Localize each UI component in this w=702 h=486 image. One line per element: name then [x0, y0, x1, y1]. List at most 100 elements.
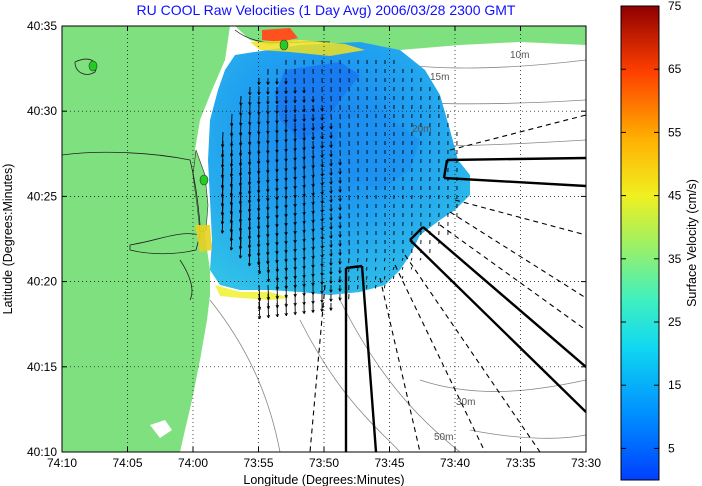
velocity-arrow-head [257, 315, 262, 320]
velocity-arrow-head [320, 200, 324, 204]
velocity-arrow-head [284, 100, 288, 104]
colorbar-tick-label: 5 [668, 441, 675, 455]
velocity-arrow-head [320, 117, 324, 121]
velocity-arrow-head [311, 309, 315, 313]
velocity-arrow-head [338, 279, 342, 283]
velocity-arrow-head [320, 245, 324, 249]
velocity-arrow-head [329, 181, 333, 185]
velocity-arrow-head [293, 100, 297, 104]
colorbar-ticks: 75 65 55 45 35 25 15 5 [621, 0, 682, 455]
velocity-arrow-head [311, 165, 315, 169]
x-tick-label: 73:55 [243, 456, 273, 470]
colorbar-tick-label: 35 [668, 252, 682, 266]
x-tick-label: 73:45 [374, 456, 404, 470]
velocity-arrow-head [338, 171, 342, 175]
velocity-arrow-head [284, 81, 288, 85]
velocity-arrow-head [257, 270, 262, 275]
velocity-arrow-head [338, 288, 342, 292]
velocity-hotspot-harbor [262, 28, 298, 42]
y-tick-label: 40:35 [27, 19, 57, 33]
velocity-arrow-head [311, 136, 315, 141]
velocity-arrow [258, 293, 261, 310]
velocity-arrow-head [293, 109, 297, 113]
x-tick-label: 73:30 [571, 456, 601, 470]
velocity-arrow-head [338, 189, 342, 193]
velocity-arrow-head [338, 216, 342, 220]
x-tick-label: 74:05 [112, 456, 142, 470]
velocity-field-core-2 [335, 110, 420, 190]
velocity-arrow [230, 230, 233, 251]
velocity-arrow [374, 257, 377, 262]
colorbar-tick-label: 75 [668, 0, 682, 13]
velocity-arrow-head [275, 120, 279, 124]
station-marker-3 [279, 39, 289, 51]
velocity-arrow-head [338, 162, 342, 166]
velocity-arrow-head [329, 144, 333, 148]
velocity-arrow-head [320, 136, 324, 140]
velocity-arrow-head [329, 298, 333, 302]
velocity-arrow-head [320, 263, 324, 267]
velocity-arrow-head [329, 262, 333, 266]
velocity-arrow-head [266, 111, 270, 115]
velocity-arrow [392, 257, 395, 262]
velocity-arrow [401, 266, 404, 270]
velocity-arrow-head [293, 311, 297, 315]
velocity-field [208, 42, 470, 295]
velocity-arrow [366, 266, 368, 271]
velocity-arrow [410, 257, 413, 261]
velocity-arrow-head [329, 126, 333, 130]
x-tick-label: 73:40 [440, 456, 470, 470]
velocity-arrow-head [329, 199, 333, 203]
velocity-arrow [240, 104, 242, 116]
velocity-arrow-head [311, 99, 315, 103]
velocity-arrow-head [320, 290, 324, 294]
y-tick-label: 40:15 [27, 360, 57, 374]
contour-labels: 10m 15m 20m 30m 50m [412, 50, 529, 443]
velocity-arrow [374, 284, 377, 289]
velocity-arrow-head [266, 81, 270, 85]
velocity-arrow [258, 257, 261, 274]
velocity-arrow-head [284, 129, 288, 133]
x-tick-label: 73:35 [505, 456, 535, 470]
velocity-arrow-head [266, 278, 270, 283]
x-axis-label: Longitude (Degrees:Minutes) [243, 473, 404, 486]
map-title: RU COOL Raw Velocities (1 Day Avg) 2006/… [137, 2, 516, 18]
colorbar-label: Surface Velocity (cm/s) [685, 179, 699, 307]
velocity-arrow [410, 266, 413, 270]
velocity-arrow [267, 266, 270, 282]
land-long-island [235, 26, 586, 50]
velocity-arrow-head [329, 226, 333, 230]
velocity-arrow-head [229, 247, 234, 251]
velocity-arrow-head [248, 91, 252, 96]
velocity-hotspot-south [215, 285, 290, 300]
velocity-arrow-head [329, 235, 333, 239]
velocity-arrow-head [311, 146, 315, 150]
contour-label-15m: 15m [430, 72, 449, 83]
velocity-arrow-head [338, 198, 342, 202]
velocity-arrow-head [248, 101, 252, 106]
station-marker-1 [88, 60, 98, 72]
colorbar-tick-label: 15 [668, 378, 682, 392]
radar-beams [309, 114, 586, 452]
velocity-arrow [366, 275, 368, 280]
velocity-arrow-head [320, 299, 324, 303]
velocity-arrow-head [320, 182, 324, 186]
velocity-arrow-head [338, 297, 342, 301]
contour-label-50m: 50m [434, 432, 453, 443]
velocity-arrow-head [266, 101, 270, 105]
velocity-arrow-head [257, 91, 261, 95]
velocity-arrow [239, 239, 242, 259]
velocity-arrow [419, 257, 422, 261]
velocity-arrow [276, 302, 278, 317]
velocity-arrow-head [293, 119, 297, 123]
velocity-hotspot-west [195, 225, 212, 252]
velocity-arrow-head [338, 234, 342, 238]
velocity-arrow-head [311, 117, 315, 122]
velocity-arrow-head [329, 289, 333, 293]
velocity-arrow-head [329, 280, 333, 284]
velocity-arrow [383, 257, 386, 262]
x-axis: 74:10 74:05 74:00 73:55 73:50 73:45 73:40 73:35… [47, 26, 601, 470]
velocity-arrow-head [320, 227, 324, 231]
velocity-arrow-head [320, 191, 324, 195]
y-tick-label: 40:30 [27, 104, 57, 118]
